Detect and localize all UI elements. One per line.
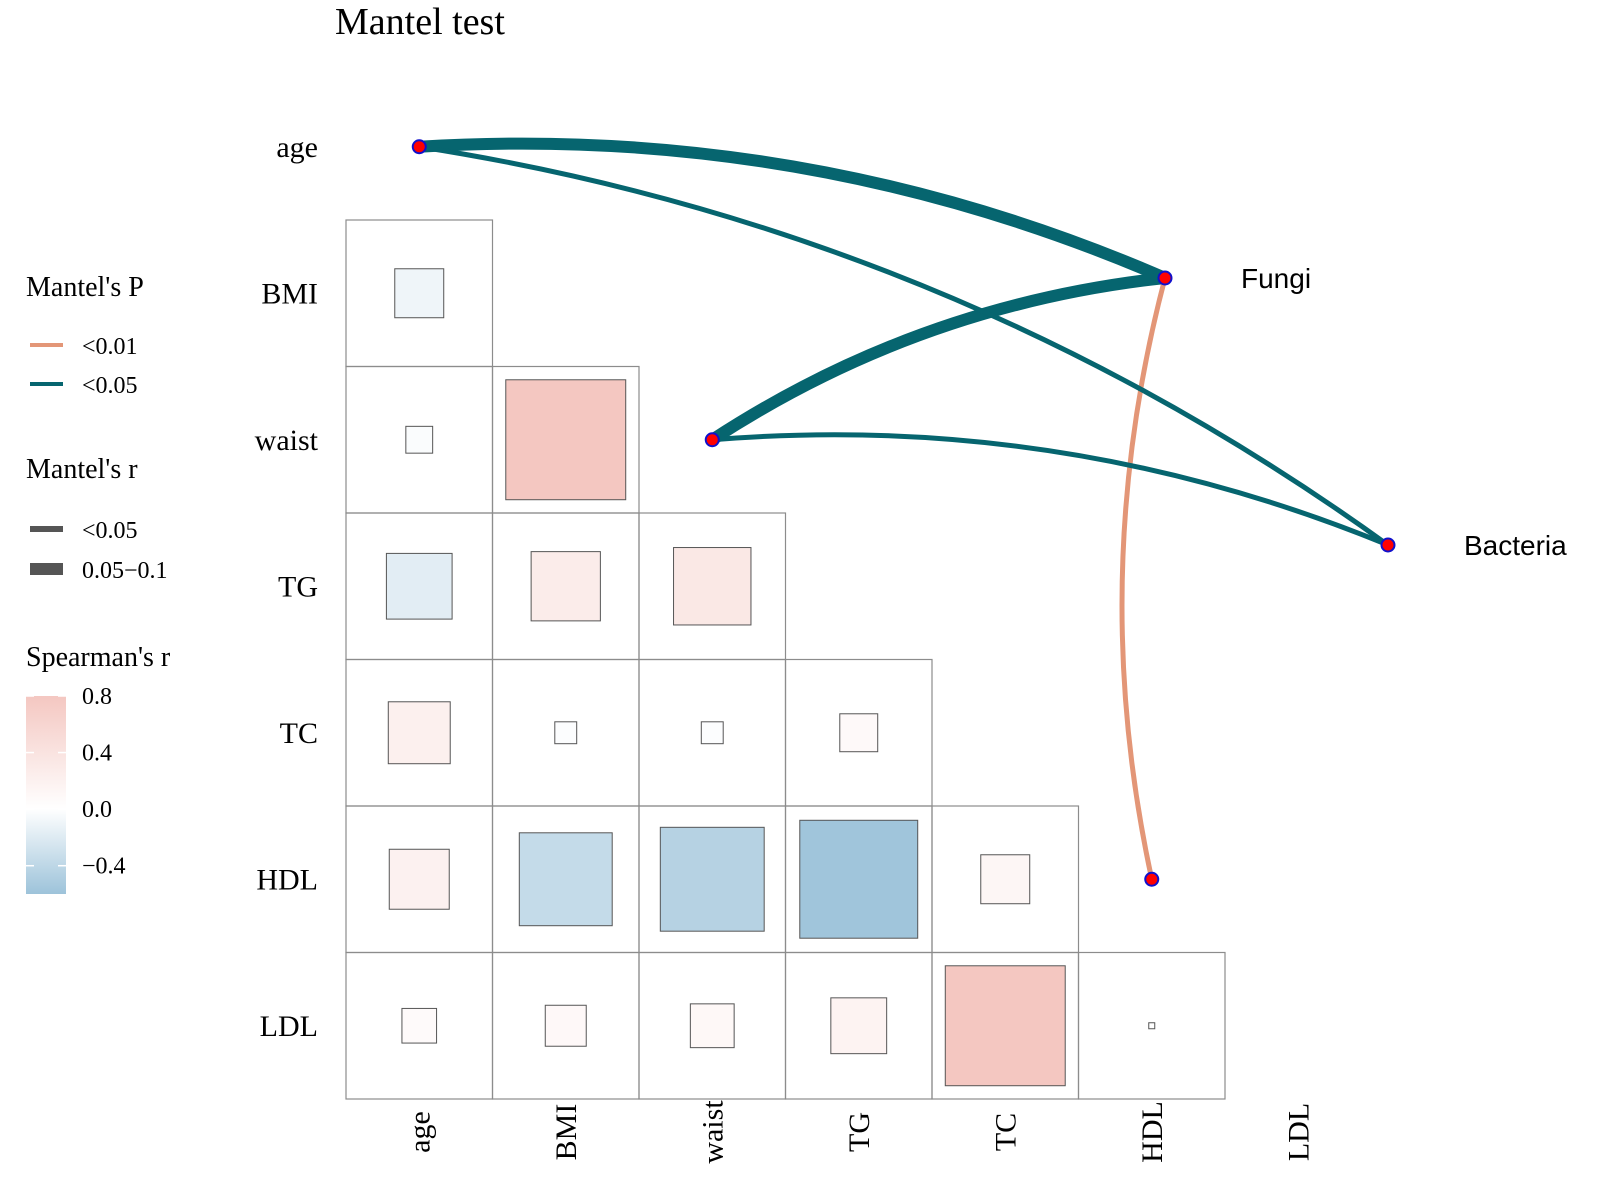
corr-square-ldl-tg — [830, 997, 888, 1055]
corr-square-ldl-bmi — [544, 1004, 587, 1047]
corr-square-tg-waist — [673, 547, 752, 626]
chart-title: Mantel test — [335, 1, 505, 43]
group-labels: Fungi Bacteria — [1241, 263, 1567, 561]
col-label-hdl: HDL — [1136, 1101, 1169, 1163]
column-labels: age BMI waist TG TC HDL LDL — [403, 1100, 1315, 1164]
row-label-tc: TC — [280, 717, 318, 750]
colorbar-tick-label: 0.0 — [82, 797, 112, 823]
col-label-tc: TC — [989, 1113, 1022, 1151]
node-hdl — [1144, 871, 1160, 887]
corr-square-tg-age — [385, 552, 453, 620]
group-label-bacteria: Bacteria — [1464, 530, 1567, 561]
legend-p-label-1: <0.01 — [82, 334, 138, 360]
legend-spearman-title: Spearman's r — [26, 642, 171, 673]
col-label-ldl: LDL — [1282, 1103, 1315, 1161]
corr-square-ldl-waist — [689, 1003, 735, 1049]
link-nodes — [411, 139, 1396, 887]
corr-square-hdl-tg — [799, 819, 919, 939]
row-label-tg: TG — [278, 570, 318, 603]
corr-square-ldl-tc — [944, 965, 1066, 1087]
colorbar-tick-label: 0.4 — [82, 741, 112, 767]
corr-square-hdl-tc — [980, 854, 1031, 905]
node-bacteria — [1380, 537, 1396, 553]
corr-square-tg-bmi — [530, 551, 601, 622]
legend-mantel-r-title: Mantel's r — [26, 454, 138, 485]
col-label-tg: TG — [843, 1112, 876, 1152]
grid-cell — [1077, 951, 1226, 1100]
mantel-link-bacteria-waist — [709, 432, 1391, 548]
mantel-link-fungi-waist — [706, 272, 1171, 446]
corr-square-tc-bmi — [554, 721, 578, 745]
mantel-link-fungi-hdl — [1119, 275, 1168, 882]
row-label-hdl: HDL — [256, 863, 318, 896]
corr-square-waist-bmi — [505, 379, 627, 501]
col-label-waist: waist — [696, 1100, 729, 1164]
corr-square-hdl-age — [388, 848, 450, 910]
legend-r-label-1: <0.05 — [82, 518, 138, 544]
row-label-ldl: LDL — [260, 1010, 318, 1043]
node-age — [411, 139, 427, 155]
legend-p-label-2: <0.05 — [82, 373, 138, 399]
corr-square-hdl-bmi — [518, 832, 613, 927]
corr-square-bmi-age — [394, 268, 445, 319]
row-labels: age BMI waist TG TC HDL LDL — [255, 131, 319, 1043]
node-waist — [704, 432, 720, 448]
corr-square-ldl-hdl — [1148, 1022, 1156, 1030]
corr-square-waist-age — [405, 425, 434, 454]
row-label-age: age — [276, 131, 318, 164]
mantel-link-bacteria-age — [416, 144, 1391, 548]
spearman-colorbar — [26, 696, 66, 894]
col-label-age: age — [403, 1111, 436, 1153]
mantel-link-fungi-age — [413, 137, 1171, 284]
corr-square-tc-age — [387, 701, 451, 765]
row-label-waist: waist — [255, 424, 319, 457]
legend-r-label-2: 0.05−0.1 — [82, 558, 168, 584]
legend-mantel-p-title: Mantel's P — [26, 272, 144, 303]
mantel-links — [413, 137, 1391, 882]
corr-square-tc-tg — [839, 713, 879, 753]
colorbar-ticks: 0.8 0.4 0.0 −0.4 — [26, 684, 126, 880]
legend: Mantel's P <0.01 <0.05 Mantel's r <0.05 … — [26, 272, 171, 894]
col-label-bmi: BMI — [550, 1104, 583, 1161]
group-label-fungi: Fungi — [1241, 263, 1311, 294]
colorbar-tick-label: 0.8 — [82, 684, 112, 710]
correlation-grid — [345, 219, 1226, 1100]
corr-square-hdl-waist — [659, 826, 765, 932]
row-label-bmi: BMI — [261, 277, 318, 310]
corr-square-tc-waist — [700, 721, 724, 745]
corr-square-ldl-age — [401, 1007, 438, 1044]
colorbar-tick-label: −0.4 — [82, 854, 126, 880]
node-fungi — [1157, 270, 1173, 286]
